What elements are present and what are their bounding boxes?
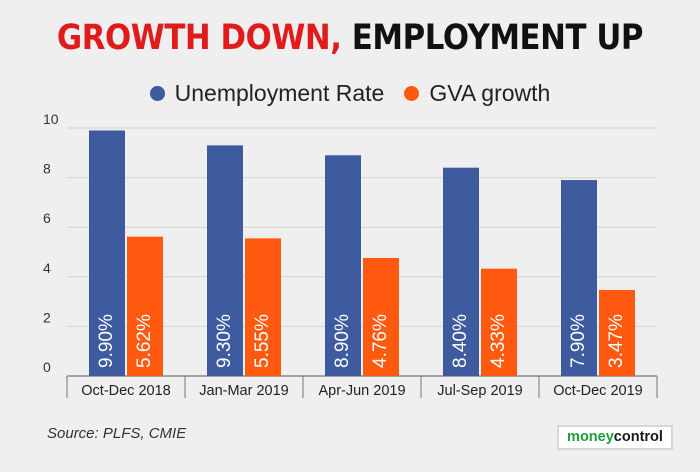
data-label-gva: 5.62% [134, 314, 155, 368]
chart-title: GROWTH DOWN, EMPLOYMENT UP [42, 18, 658, 58]
moneycontrol-logo: moneycontrol [557, 425, 673, 450]
bar-gva [599, 289, 635, 376]
y-tick-label: 0 [43, 359, 51, 375]
bar-unemployment [207, 145, 243, 376]
y-tick-label: 6 [43, 210, 51, 226]
legend-label-gva: GVA growth [429, 80, 551, 106]
x-tick-label: Apr-Jun 2019 [318, 383, 405, 399]
bar-gva [245, 238, 281, 376]
x-tick-label: Oct-Dec 2018 [81, 383, 170, 399]
x-tick-label: Jul-Sep 2019 [437, 383, 522, 399]
y-tick-label: 4 [43, 260, 51, 276]
bar-unemployment [89, 130, 125, 376]
data-label-unemployment: 9.30% [214, 314, 235, 368]
data-label-gva: 5.55% [252, 314, 273, 368]
data-label-unemployment: 8.90% [332, 314, 353, 368]
y-tick-label: 10 [43, 111, 59, 127]
data-label-unemployment: 7.90% [568, 314, 589, 368]
source-note: Source: PLFS, CMIE [47, 425, 187, 442]
data-label-gva: 4.76% [370, 314, 391, 368]
legend: Unemployment Rate GVA growth [0, 80, 700, 107]
bar-gva [363, 257, 399, 376]
y-tick-label: 8 [43, 161, 51, 177]
data-label-unemployment: 8.40% [450, 314, 471, 368]
legend-item-gva: GVA growth [404, 80, 550, 107]
bar-gva [127, 236, 163, 376]
logo-part-money: money [567, 429, 614, 445]
bar-unemployment [325, 155, 361, 376]
y-tick-label: 2 [43, 309, 51, 325]
legend-item-unemployment: Unemployment Rate [149, 80, 385, 107]
title-part-black: EMPLOYMENT UP [351, 18, 644, 58]
legend-swatch-unemployment [149, 86, 165, 101]
legend-label-unemployment: Unemployment Rate [174, 80, 385, 106]
logo-part-control: control [613, 429, 663, 445]
bar-unemployment [561, 180, 597, 376]
data-label-gva: 4.33% [488, 314, 509, 368]
title-part-red: GROWTH DOWN, [56, 18, 342, 58]
legend-swatch-gva [404, 86, 420, 101]
data-label-unemployment: 9.90% [96, 314, 117, 368]
bar-unemployment [443, 167, 479, 376]
x-tick-label: Oct-Dec 2019 [553, 383, 642, 399]
x-tick-label: Jan-Mar 2019 [199, 383, 288, 399]
data-label-gva: 3.47% [606, 314, 627, 368]
bar-gva [481, 268, 517, 376]
